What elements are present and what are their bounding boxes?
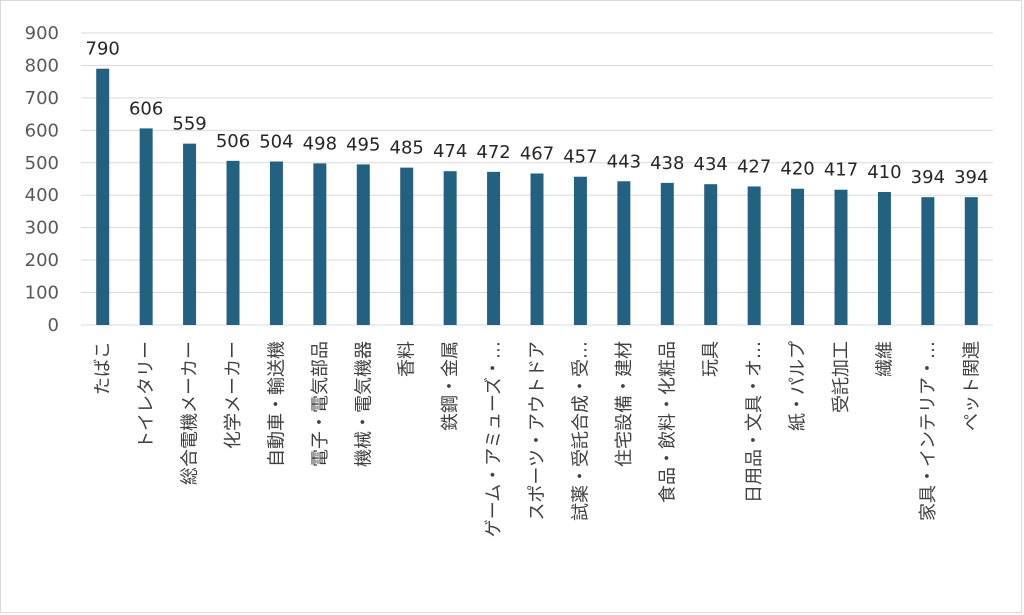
category-label: 自動車・輸送機: [266, 341, 287, 467]
category-label: 受託加工: [831, 341, 852, 413]
category-label: 繊維: [874, 341, 895, 377]
category-label: 紙・パルプ: [788, 341, 809, 431]
data-label: 467: [520, 143, 554, 164]
bar: [400, 167, 414, 325]
data-label: 559: [172, 114, 206, 135]
y-tick-label: 600: [25, 120, 59, 141]
y-tick-label: 0: [48, 315, 59, 336]
bar: [964, 197, 978, 325]
data-label: 394: [954, 167, 988, 188]
bar: [921, 197, 935, 325]
data-label: 498: [303, 133, 337, 154]
data-label: 485: [390, 138, 424, 159]
category-label: 日用品・文具・オ…: [744, 341, 765, 503]
data-label: 410: [867, 162, 901, 183]
data-labels: 790 606 559 506 504 498 495 485 474 472 467 457 443 4…: [86, 39, 989, 188]
data-label: 504: [259, 131, 293, 152]
y-tick-label: 100: [25, 283, 59, 304]
bars: [96, 68, 978, 325]
category-label: 電子・電気部品: [310, 341, 331, 467]
category-label: たばこ: [93, 341, 114, 395]
data-label: 438: [650, 153, 684, 174]
bar: [96, 68, 110, 325]
y-tick-label: 200: [25, 250, 59, 271]
data-label: 434: [694, 154, 728, 175]
data-label: 427: [737, 156, 771, 177]
data-label: 790: [86, 39, 120, 60]
bar: [487, 171, 501, 325]
bar: [139, 128, 153, 325]
y-tick-label: 500: [25, 153, 59, 174]
bar: [834, 189, 848, 325]
y-tick-label: 800: [25, 55, 59, 76]
category-label: ゲーム・アミューズ・…: [484, 341, 505, 537]
y-tick-label: 400: [25, 185, 59, 206]
category-label: 試薬・受託合成・受…: [570, 341, 591, 521]
bar: [704, 184, 718, 325]
data-label: 495: [346, 134, 380, 155]
bar: [226, 160, 240, 325]
category-label: 総合電機メーカー: [180, 341, 201, 485]
data-label: 472: [476, 142, 510, 163]
category-label: 香料: [397, 341, 418, 377]
bar: [660, 182, 674, 325]
bar: [356, 164, 370, 325]
category-label: 化学メーカー: [223, 341, 244, 449]
bar: [530, 173, 544, 325]
category-label: 住宅設備・建材: [614, 341, 635, 467]
bar: [747, 186, 761, 325]
data-label: 506: [216, 131, 250, 152]
category-label: 家具・インテリア・…: [918, 341, 939, 521]
bar: [617, 181, 631, 325]
category-label: ペット関連: [961, 341, 982, 431]
bar: [877, 191, 891, 325]
bar: [443, 171, 457, 325]
data-label: 457: [563, 147, 597, 168]
data-label: 394: [911, 167, 945, 188]
bar: [313, 163, 327, 325]
category-label: 食品・飲料・化粧品: [657, 341, 678, 503]
bar: [791, 188, 805, 325]
y-tick-label: 900: [25, 23, 59, 44]
data-label: 443: [607, 151, 641, 172]
data-label: 606: [129, 98, 163, 119]
data-label: 474: [433, 141, 467, 162]
y-tick-label: 300: [25, 218, 59, 239]
data-label: 417: [824, 160, 858, 181]
data-label: 420: [780, 159, 814, 180]
category-labels: たばこ トイレタリー 総合電機メーカー 化学メーカー 自動車・輸送機 電子・電気部品 機械・…: [93, 341, 983, 537]
category-label: 鉄鋼・金属: [440, 341, 461, 431]
bar: [269, 161, 283, 325]
bar: [573, 176, 587, 325]
category-label: トイレタリー: [136, 341, 157, 449]
category-label: 機械・電気機器: [353, 341, 374, 467]
category-label: スポーツ・アウトドア: [527, 341, 548, 521]
y-tick-label: 700: [25, 88, 59, 109]
y-axis-ticks: 0 100 200 300 400 500 600 700 800 900: [25, 23, 59, 336]
bar: [183, 143, 197, 325]
category-label: 玩具: [701, 341, 722, 377]
